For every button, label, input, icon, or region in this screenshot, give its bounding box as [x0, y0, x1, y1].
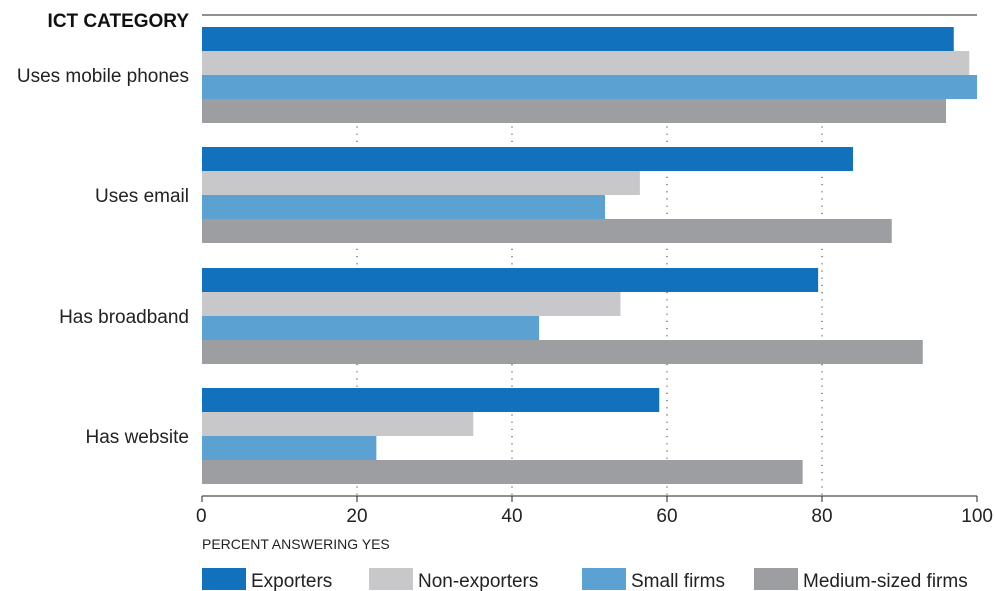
- bar-uses-mobile-phones-non-exporters: [202, 51, 969, 75]
- category-labels: Uses mobile phones Uses email Has broadban…: [17, 66, 189, 448]
- category-label-has-broadband: Has broadband: [59, 307, 189, 328]
- x-tick-label-1: 20: [346, 506, 367, 527]
- x-tick-label-5: 100: [961, 506, 993, 527]
- category-label-has-website: Has website: [86, 427, 190, 448]
- legend-item-medium-sized-firms: Medium-sized firms: [754, 568, 968, 591]
- bar-has-website-medium-sized-firms: [202, 460, 803, 484]
- x-axis-title: PERCENT ANSWERING YES: [202, 536, 390, 552]
- bar-uses-mobile-phones-medium-sized-firms: [202, 99, 946, 123]
- bars: [202, 27, 977, 484]
- x-tick-label-0: 0: [196, 506, 207, 527]
- legend-label-exporters: Exporters: [251, 571, 332, 591]
- legend-label-non-exporters: Non-exporters: [418, 571, 538, 591]
- legend-label-medium-sized-firms: Medium-sized firms: [803, 571, 968, 591]
- bar-has-broadband-non-exporters: [202, 292, 621, 316]
- legend-item-exporters: Exporters: [202, 568, 332, 591]
- x-ticks: 0 20 40 60 80 100: [196, 496, 993, 527]
- bar-uses-mobile-phones-small-firms: [202, 75, 977, 99]
- legend-item-small-firms: Small firms: [582, 568, 725, 591]
- legend-item-non-exporters: Non-exporters: [369, 568, 538, 591]
- category-header: ICT CATEGORY: [48, 11, 190, 32]
- bar-has-website-non-exporters: [202, 412, 473, 436]
- bar-uses-email-exporters: [202, 147, 853, 171]
- legend-swatch-medium-sized-firms: [754, 568, 798, 590]
- category-label-uses-mobile-phones: Uses mobile phones: [17, 66, 189, 87]
- bar-uses-email-small-firms: [202, 195, 605, 219]
- legend: Exporters Non-exporters Small firms Medium-…: [202, 568, 968, 591]
- bar-has-website-small-firms: [202, 436, 376, 460]
- legend-label-small-firms: Small firms: [631, 571, 725, 591]
- x-tick-label-4: 80: [811, 506, 832, 527]
- bar-has-website-exporters: [202, 388, 659, 412]
- category-label-uses-email: Uses email: [95, 186, 189, 207]
- legend-swatch-exporters: [202, 568, 246, 590]
- bar-has-broadband-exporters: [202, 268, 818, 292]
- bar-uses-email-non-exporters: [202, 171, 640, 195]
- bar-has-broadband-medium-sized-firms: [202, 340, 923, 364]
- legend-swatch-small-firms: [582, 568, 626, 590]
- bar-has-broadband-small-firms: [202, 316, 539, 340]
- bar-uses-mobile-phones-exporters: [202, 27, 954, 51]
- legend-swatch-non-exporters: [369, 568, 413, 590]
- x-tick-label-2: 40: [501, 506, 522, 527]
- bar-uses-email-medium-sized-firms: [202, 219, 892, 243]
- x-tick-label-3: 60: [656, 506, 677, 527]
